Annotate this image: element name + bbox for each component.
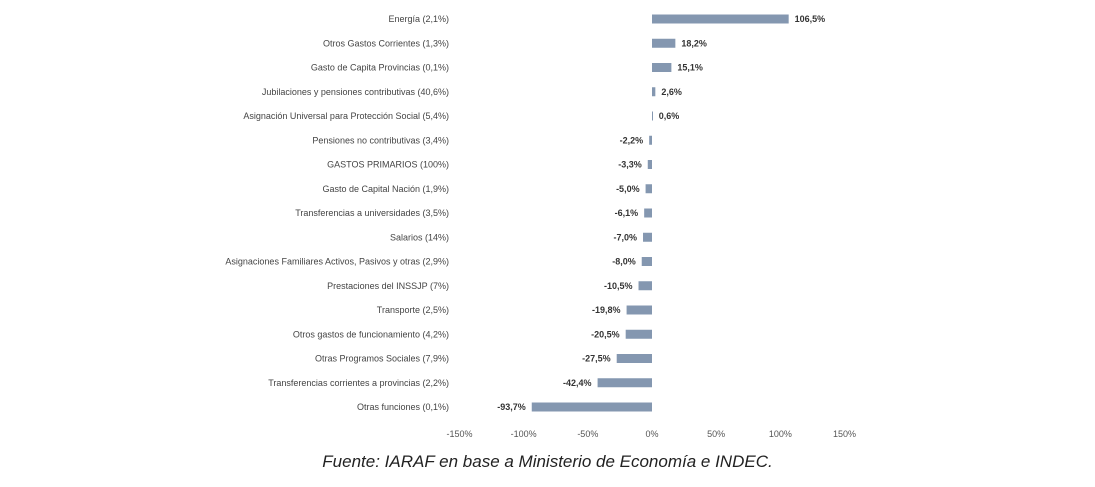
value-label: 106,5% [795, 14, 826, 24]
bar [652, 111, 653, 121]
bar [647, 160, 652, 169]
bar [531, 402, 652, 412]
bar [626, 305, 652, 315]
value-label: -19,8% [592, 305, 621, 315]
bar [652, 87, 656, 97]
category-label: Asignaciones Familiares Activos, Pasivos… [225, 257, 449, 267]
x-tick-label: 150% [833, 429, 856, 439]
bar [641, 257, 652, 266]
category-label: Transferencias a universidades (3,5%) [295, 208, 449, 218]
x-tick-label: 0% [645, 429, 658, 439]
bar [645, 184, 652, 194]
x-tick-label: -50% [577, 429, 598, 439]
bar [652, 14, 789, 24]
x-tick-label: -150% [446, 429, 472, 439]
bar [652, 38, 676, 48]
x-tick-label: -100% [511, 429, 537, 439]
category-label: Otros Gastos Corrientes (1,3%) [323, 38, 449, 48]
category-label: Otras Programos Sociales (7,9%) [315, 354, 449, 364]
value-label: -2,2% [620, 135, 644, 145]
category-label: Energía (2,1%) [388, 14, 449, 24]
value-label: -3,3% [618, 160, 642, 170]
value-label: -27,5% [582, 354, 611, 364]
category-label: Pensiones no contributivas (3,4%) [312, 135, 449, 145]
value-labels-group: 106,5% 18,2% 15,1% 2,6% 0,6% -2,2% -3,3% -5,0% -… [497, 14, 825, 412]
category-label: Transporte (2,5%) [377, 305, 449, 315]
category-label: Asignación Universal para Protección Soc… [243, 111, 449, 121]
category-label: Gasto de Capita Provincias (0,1%) [311, 63, 449, 73]
bar [597, 378, 652, 388]
bars-group [531, 14, 789, 412]
value-label: -42,4% [563, 378, 592, 388]
bar [638, 281, 652, 291]
bar [652, 63, 672, 72]
category-label: Salarios (14%) [390, 232, 449, 242]
category-label: Otras funciones (0,1%) [357, 402, 449, 412]
bar [643, 232, 652, 242]
x-tick-label: 50% [707, 429, 725, 439]
category-label: GASTOS PRIMARIOS (100%) [327, 160, 449, 170]
category-label: Jubilaciones y pensiones contributivas (… [262, 87, 449, 97]
value-label: 15,1% [677, 63, 703, 73]
value-label: 2,6% [661, 87, 682, 97]
value-label: -93,7% [497, 402, 526, 412]
bar [644, 208, 652, 218]
value-label: -6,1% [615, 208, 639, 218]
category-labels-group: Energía (2,1%) Otros Gastos Corrientes (1… [225, 14, 449, 412]
value-label: -8,0% [612, 257, 636, 267]
x-axis-ticks-group: -150% -100% -50% 0% 50% 100% 150% [446, 429, 856, 439]
value-label: -10,5% [604, 281, 633, 291]
value-label: -7,0% [614, 232, 638, 242]
bar [616, 354, 652, 363]
bar [649, 135, 652, 145]
value-label: -5,0% [616, 184, 640, 194]
category-label: Transferencias corrientes a provincias (… [268, 378, 449, 388]
expense-change-bar-chart: Energía (2,1%) Otros Gastos Corrientes (1… [225, 14, 856, 439]
category-label: Prestaciones del INSSJP (7%) [327, 281, 449, 291]
value-label: 0,6% [659, 111, 680, 121]
source-caption: Fuente: IARAF en base a Ministerio de Ec… [322, 452, 773, 471]
category-label: Gasto de Capital Nación (1,9%) [322, 184, 449, 194]
category-label: Otros gastos de funcionamiento (4,2%) [293, 329, 449, 339]
x-tick-label: 100% [769, 429, 792, 439]
value-label: 18,2% [681, 38, 707, 48]
value-label: -20,5% [591, 329, 620, 339]
bar [625, 329, 652, 339]
